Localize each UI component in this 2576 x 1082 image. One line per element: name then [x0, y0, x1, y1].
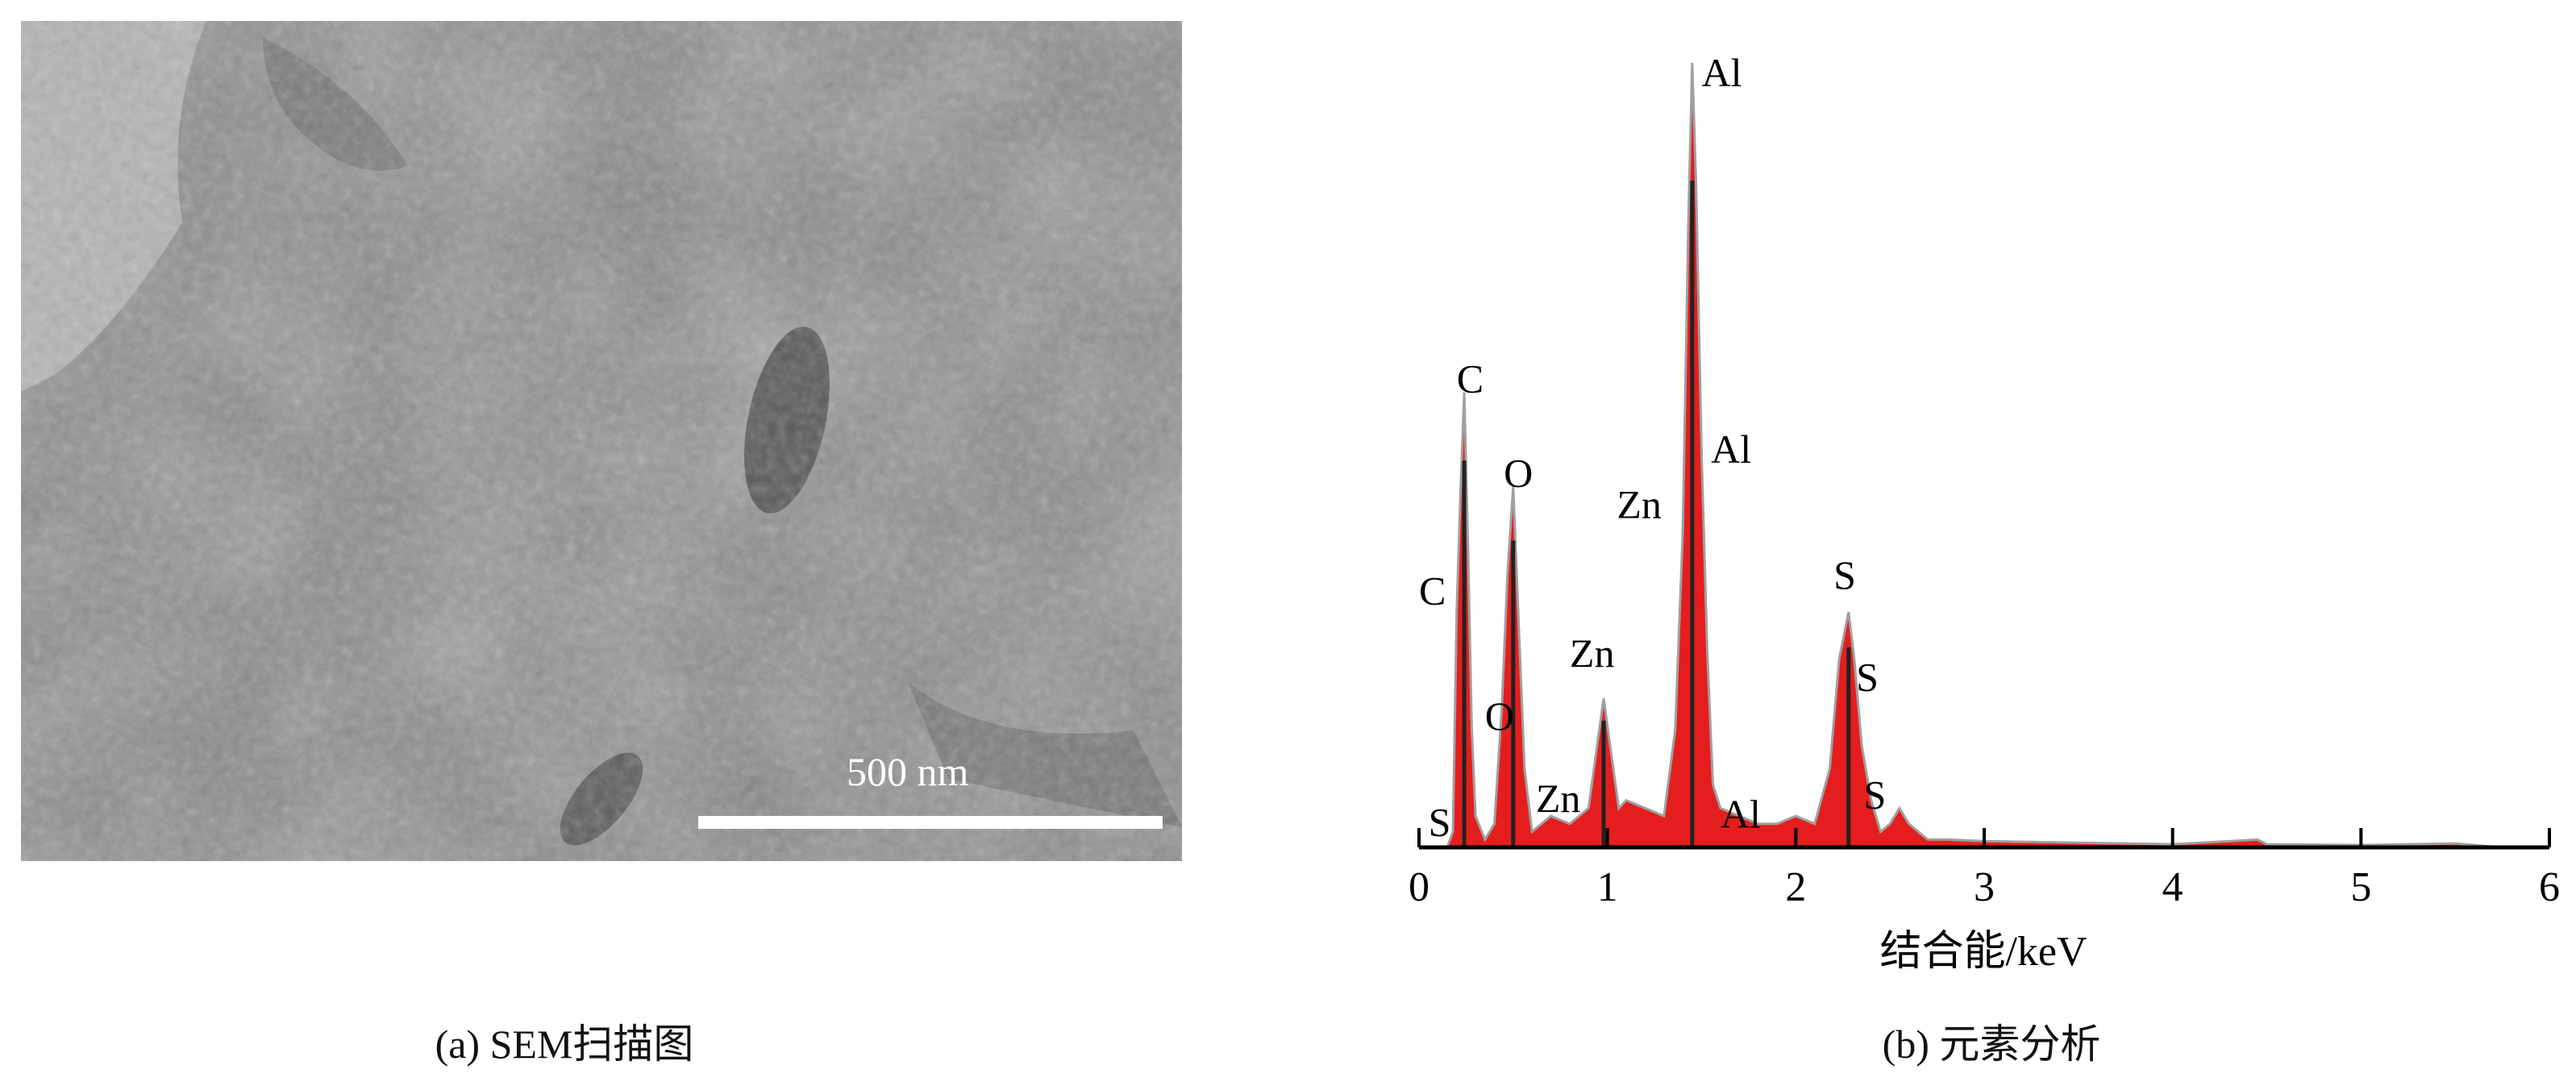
- peak-label: C: [1457, 356, 1484, 402]
- x-tick-label: 5: [2350, 864, 2371, 910]
- peak-label: C: [1419, 568, 1446, 613]
- peak-label: S: [1856, 654, 1879, 699]
- caption-a: (a) SEM扫描图: [435, 1022, 694, 1067]
- peak-label: Al: [1711, 427, 1751, 472]
- x-tick-label: 4: [2162, 864, 2183, 910]
- peak-label: Zn: [1570, 630, 1615, 676]
- x-tick-label: 6: [2539, 864, 2560, 910]
- scale-bar: [698, 816, 1163, 829]
- peak-label: Al: [1721, 792, 1761, 837]
- x-tick-label: 2: [1785, 864, 1806, 910]
- plot-area: [1445, 62, 2503, 849]
- peak-label: S: [1863, 772, 1886, 817]
- peak-label: Zn: [1617, 481, 1662, 526]
- x-axis: 0 1 2 3 4 5 6: [1409, 828, 2560, 910]
- x-tick-label: 3: [1974, 864, 1995, 910]
- spectrum-area: [1445, 62, 2503, 849]
- peak-label: O: [1485, 693, 1514, 739]
- x-axis-label: 结合能/keV: [1879, 929, 2087, 975]
- peak-label: S: [1429, 799, 1451, 844]
- peak-label: Zn: [1536, 776, 1581, 821]
- x-tick-label: 1: [1597, 864, 1618, 910]
- sem-micrograph: [21, 21, 1182, 861]
- x-tick-label: 0: [1409, 864, 1429, 910]
- caption-b: (b) 元素分析: [1882, 1022, 2101, 1067]
- peak-label: O: [1504, 450, 1533, 495]
- peak-label: S: [1833, 552, 1856, 597]
- scale-bar-label: 500 nm: [847, 749, 969, 794]
- peak-label: Al: [1702, 50, 1742, 95]
- annotations: Al Al Zn C O C Zn O S S Zn Al S S: [1419, 50, 1886, 844]
